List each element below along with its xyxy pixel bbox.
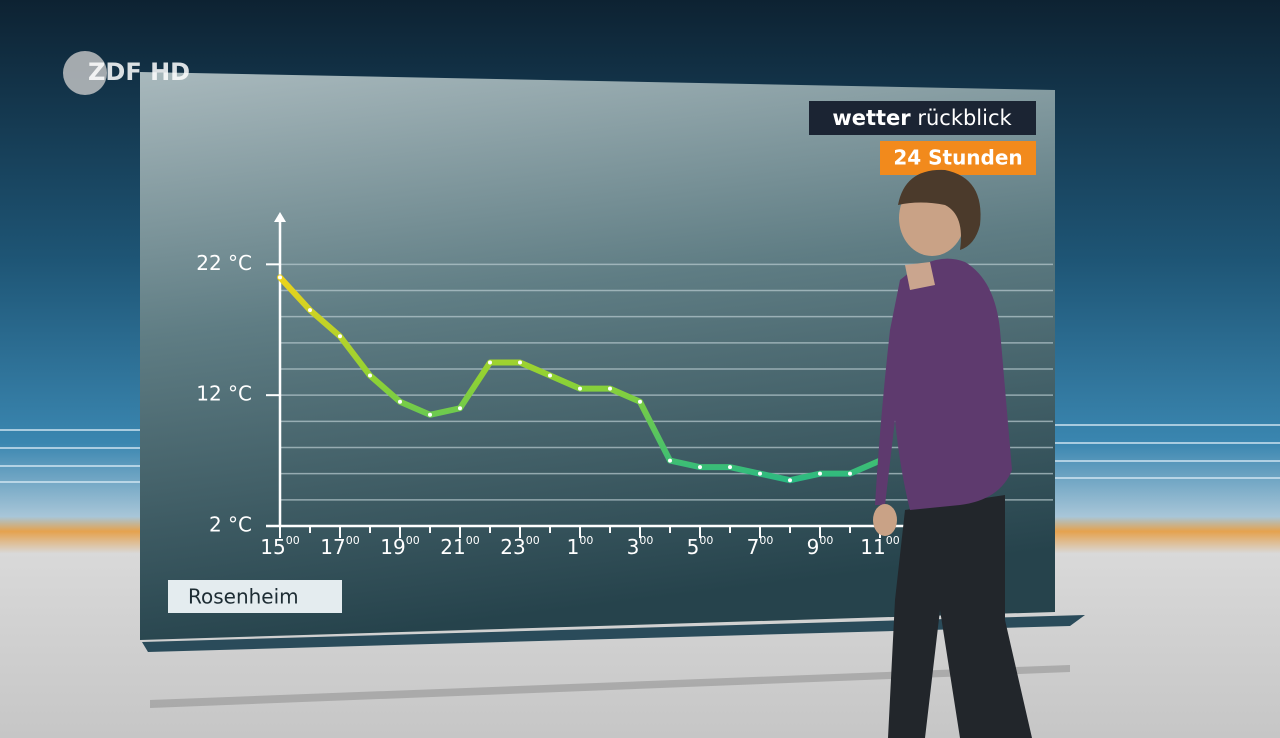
x-tick-label: 1900: [380, 534, 419, 559]
x-tick-hour: 5: [687, 535, 700, 559]
x-tick-minute: 00: [579, 534, 593, 547]
temperature-point: [428, 412, 432, 417]
x-tick-hour: 3: [627, 535, 640, 559]
x-tick-minute: 00: [886, 534, 900, 547]
x-tick-label: 300: [627, 534, 654, 559]
x-tick-minute: 00: [699, 534, 713, 547]
temperature-point: [338, 334, 342, 339]
temperature-point: [368, 373, 372, 378]
temperature-point: [608, 386, 612, 391]
temperature-point: [788, 478, 792, 483]
y-tick-label: 22 °C: [196, 251, 252, 275]
temperature-point: [518, 360, 522, 365]
temperature-point: [728, 465, 732, 470]
x-tick-label: 1100: [860, 534, 899, 559]
temperature-point: [398, 399, 402, 404]
x-tick-hour: 7: [747, 535, 760, 559]
temperature-point: [278, 275, 282, 280]
x-tick-label: 500: [687, 534, 714, 559]
x-tick-label: 2100: [440, 534, 479, 559]
badge-period-bg: [880, 141, 1036, 175]
temperature-point: [818, 471, 822, 476]
x-tick-minute: 00: [346, 534, 360, 547]
x-tick-minute: 00: [406, 534, 420, 547]
x-tick-hour: 15: [260, 535, 285, 559]
x-tick-label: 900: [807, 534, 834, 559]
temperature-point: [488, 360, 492, 365]
x-tick-hour: 17: [320, 535, 345, 559]
x-tick-minute: 00: [819, 534, 833, 547]
floor-shadow: [150, 665, 1070, 708]
x-tick-label: 1500: [260, 534, 299, 559]
y-tick-label: 2 °C: [209, 513, 252, 537]
y-axis-arrow: [274, 212, 286, 222]
badge-title-rest: rückblick: [917, 106, 1012, 130]
x-tick-label: 100: [567, 534, 594, 559]
temperature-point: [308, 308, 312, 313]
x-tick-hour: 21: [440, 535, 465, 559]
x-tick-minute: 00: [639, 534, 653, 547]
temperature-point: [758, 471, 762, 476]
temperature-point: [578, 386, 582, 391]
board-base: [142, 615, 1085, 652]
badge: wetter rückblick 24 Stunden: [809, 101, 1036, 175]
x-tick-hour: 11: [860, 535, 885, 559]
temperature-point: [638, 399, 642, 404]
x-tick-hour: 19: [380, 535, 405, 559]
presenter: [873, 169, 1032, 738]
badge-title-bold: wetter: [832, 106, 911, 130]
y-tick-label: 12 °C: [196, 382, 252, 406]
x-tick-label: 2300: [500, 534, 539, 559]
temperature-point: [668, 458, 672, 463]
badge-period: 24 Stunden: [893, 146, 1022, 170]
x-tick-label: 1700: [320, 534, 359, 559]
location-label: Rosenheim: [188, 585, 299, 609]
temperature-point: [458, 406, 462, 411]
temperature-point: [848, 471, 852, 476]
temperature-point: [548, 373, 552, 378]
x-tick-minute: 00: [286, 534, 300, 547]
weather-board: [140, 72, 1055, 640]
temperature-point: [698, 465, 702, 470]
badge-title: wetter rückblick: [832, 106, 1012, 130]
x-tick-hour: 9: [807, 535, 820, 559]
x-tick-label: 700: [747, 534, 774, 559]
horizon-lines: [0, 424, 1280, 483]
x-tick-minute: 00: [759, 534, 773, 547]
channel-logo: ZDF HD: [63, 51, 190, 95]
x-tick-minute: 00: [526, 534, 540, 547]
badge-title-bg: [809, 101, 1036, 135]
x-tick-minute: 00: [466, 534, 480, 547]
logo-text: ZDF HD: [88, 58, 190, 86]
x-tick-hour: 23: [500, 535, 525, 559]
location-box: [168, 580, 342, 613]
x-tick-hour: 1: [567, 535, 580, 559]
